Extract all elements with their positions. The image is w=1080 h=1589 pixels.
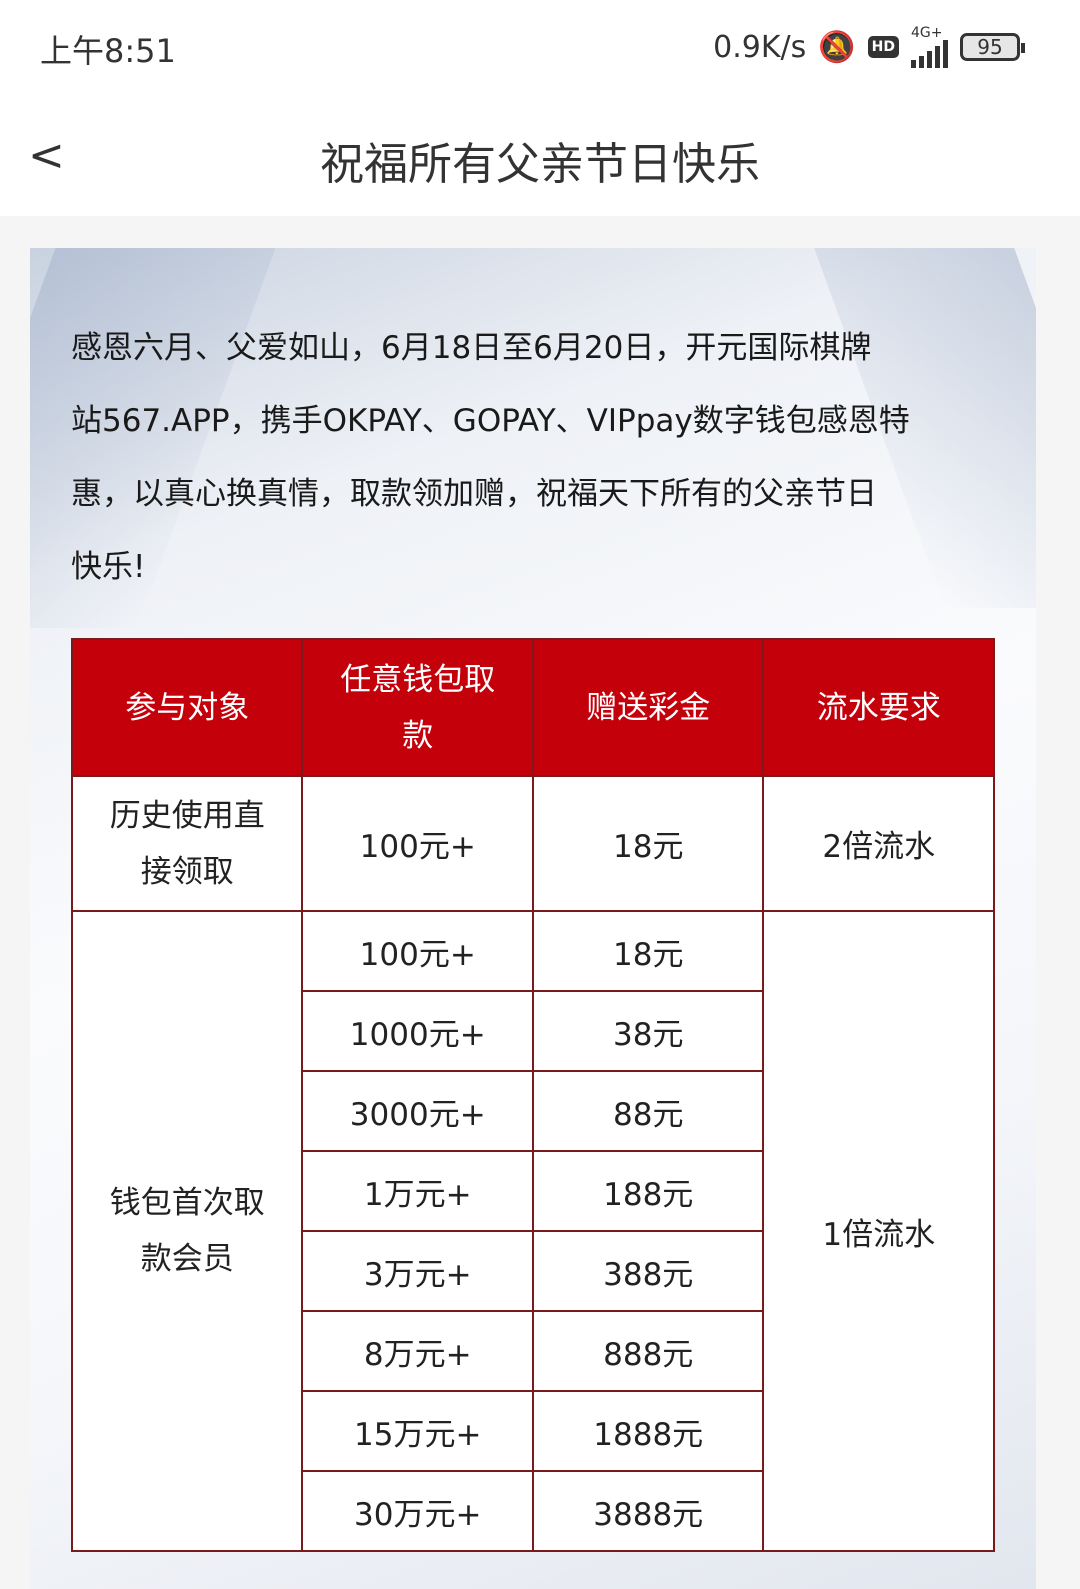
bonus-cell: 88元 bbox=[531, 1070, 765, 1152]
intro-line: 站567.APP，携手OKPAY、GOPAY、VIPpay数字钱包感恩特 bbox=[71, 403, 910, 439]
header-target: 参与对象 bbox=[70, 638, 304, 777]
page-title: 祝福所有父亲节日快乐 bbox=[320, 139, 760, 190]
table-row: 1万元+ 188元 bbox=[72, 1150, 994, 1232]
battery-level: 95 bbox=[977, 35, 1003, 59]
bonus-cell: 888元 bbox=[531, 1310, 765, 1392]
bonus-table: 参与对象 任意钱包取款 赠送彩金 流水要求 历史使用直接领取 100元+ 18元… bbox=[70, 638, 995, 1552]
bonus-cell: 388元 bbox=[531, 1230, 765, 1312]
header-amount: 任意钱包取款 bbox=[301, 638, 534, 777]
amount-cell: 3000元+ bbox=[301, 1070, 534, 1152]
header-turnover: 流水要求 bbox=[762, 638, 995, 777]
promo-card: 感恩六月、父爱如山，6月18日至6月20日，开元国际棋牌 站567.APP，携手… bbox=[30, 248, 1036, 1589]
amount-cell: 8万元+ bbox=[301, 1310, 534, 1392]
table-row: 历史使用直接领取 100元+ 18元 2倍流水 bbox=[70, 775, 995, 912]
bonus-cell: 18元 bbox=[531, 910, 765, 992]
muted-bell-icon: 🔕 bbox=[818, 29, 856, 65]
amount-cell: 1万元+ bbox=[301, 1150, 534, 1232]
table-row: 8万元+ 888元 bbox=[72, 1310, 994, 1392]
target-cell: 钱包首次取款会员 bbox=[70, 910, 304, 1552]
table-row: 钱包首次取款会员 100元+ 18元 1倍流水 bbox=[70, 910, 995, 1552]
hd-icon: HD bbox=[867, 36, 899, 58]
table-row: 15万元+ 1888元 bbox=[72, 1390, 994, 1472]
amount-cell: 30万元+ bbox=[301, 1470, 534, 1552]
table-header-row: 参与对象 任意钱包取款 赠送彩金 流水要求 bbox=[70, 638, 995, 777]
bonus-cell: 1888元 bbox=[531, 1390, 765, 1472]
table-row: 3万元+ 388元 bbox=[72, 1230, 994, 1312]
network-type: 4G+ bbox=[911, 25, 943, 41]
network-speed: 0.9K/s bbox=[713, 29, 807, 65]
intro-line: 快乐! bbox=[71, 549, 146, 585]
nav-header: < 祝福所有父亲节日快乐 bbox=[0, 90, 1080, 216]
status-bar: 上午8:51 0.9K/s 🔕 HD 4G+ 95 bbox=[0, 0, 1080, 90]
signal-icon: 4G+ bbox=[911, 26, 948, 68]
header-bonus: 赠送彩金 bbox=[531, 638, 765, 777]
amount-cell: 100元+ bbox=[301, 910, 534, 992]
table-row: 30万元+ 3888元 bbox=[72, 1470, 994, 1552]
amount-cell: 100元+ bbox=[301, 775, 534, 912]
battery-icon: 95 bbox=[960, 33, 1025, 61]
bonus-cell: 3888元 bbox=[531, 1470, 765, 1552]
bonus-cell: 188元 bbox=[531, 1150, 765, 1232]
back-button[interactable]: < bbox=[28, 130, 65, 181]
intro-text: 感恩六月、父爱如山，6月18日至6月20日，开元国际棋牌 站567.APP，携手… bbox=[71, 312, 1011, 604]
clock: 上午8:51 bbox=[40, 32, 176, 70]
bonus-cell: 18元 bbox=[531, 775, 765, 912]
table-row: 1000元+ 38元 bbox=[72, 990, 994, 1072]
amount-cell: 1000元+ bbox=[301, 990, 534, 1072]
target-cell: 历史使用直接领取 bbox=[70, 775, 304, 912]
amount-cell: 3万元+ bbox=[301, 1230, 534, 1312]
intro-line: 感恩六月、父爱如山，6月18日至6月20日，开元国际棋牌 bbox=[71, 330, 872, 366]
table-row: 3000元+ 88元 bbox=[72, 1070, 994, 1152]
amount-cell: 15万元+ bbox=[301, 1390, 534, 1472]
intro-line: 惠，以真心换真情，取款领加赠，祝福天下所有的父亲节日 bbox=[71, 476, 877, 512]
bonus-cell: 38元 bbox=[531, 990, 765, 1072]
turnover-cell: 2倍流水 bbox=[762, 775, 995, 912]
turnover-cell: 1倍流水 bbox=[762, 910, 995, 1552]
